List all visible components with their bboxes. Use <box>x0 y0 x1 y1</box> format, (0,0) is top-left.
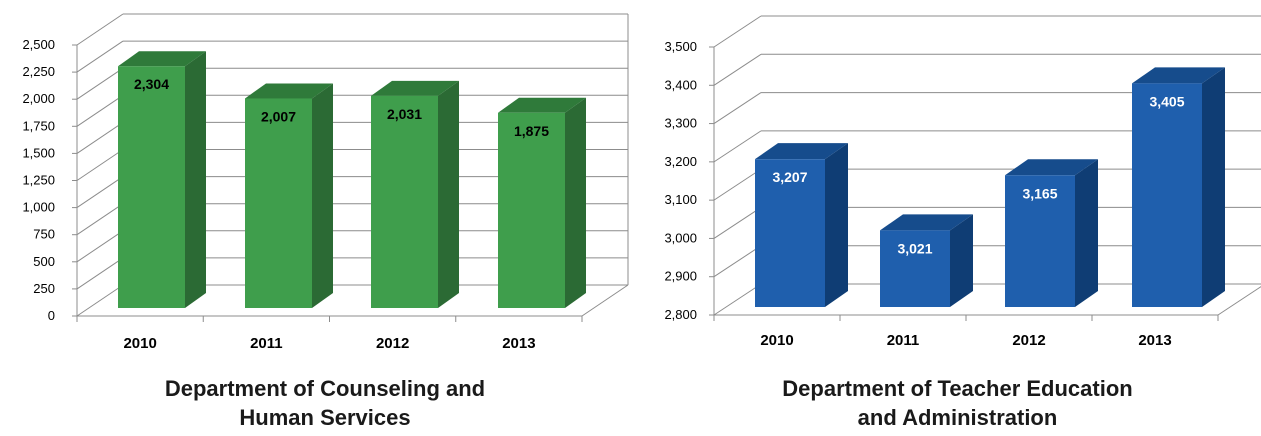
floor-edge <box>1217 286 1261 316</box>
gridline-side <box>713 283 762 316</box>
data-label-2012: 3,165 <box>1022 185 1057 201</box>
bar-side-2011 <box>950 214 973 307</box>
y-tick-label: 3,000 <box>664 230 697 245</box>
chart-title-teacher-education: Department of Teacher Education and Admi… <box>782 376 1133 430</box>
bar-side-2012 <box>438 80 459 308</box>
bar-top-2013 <box>498 97 586 113</box>
bar-2011 <box>245 98 312 309</box>
x-tick-label-2013: 2013 <box>1138 332 1171 349</box>
gridline-side <box>713 15 762 48</box>
y-tick-label: 750 <box>33 227 55 242</box>
bar-side-2011 <box>312 83 333 309</box>
chart-teacher-education: 2,800 2,900 3,000 3,100 3,200 3,300 3,400 3,500… <box>664 15 1261 349</box>
bar-2013 <box>1132 83 1202 307</box>
bar-2011 <box>880 230 950 307</box>
bar-side-2012 <box>1075 159 1098 307</box>
y-tick-label: 0 <box>48 308 55 323</box>
bar-top-2010 <box>755 143 848 160</box>
gridline-side <box>76 203 124 236</box>
gridline-side <box>76 40 124 73</box>
y-tick-label: 1,250 <box>22 173 55 188</box>
gridline-side <box>713 130 762 163</box>
data-label-2013: 1,875 <box>514 123 549 139</box>
y-tick-label: 250 <box>33 281 55 296</box>
gridline-side <box>76 94 124 127</box>
bar-2013 <box>498 112 565 308</box>
x-tick-label-2013: 2013 <box>502 335 535 352</box>
data-label-2010: 3,207 <box>772 169 807 185</box>
bar-side-2013 <box>565 97 586 308</box>
bar-2012 <box>371 95 438 308</box>
gridline-side <box>713 245 762 278</box>
gridline-side <box>713 92 762 124</box>
bar-top-2011 <box>245 83 333 99</box>
data-label-2013: 3,405 <box>1149 93 1184 109</box>
data-label-2011: 2,007 <box>261 108 296 124</box>
gridline-side <box>76 284 124 317</box>
bar-top-2010 <box>118 51 206 67</box>
bar-top-2011 <box>880 214 973 231</box>
x-tick-label-2010: 2010 <box>123 335 156 352</box>
gridline-side <box>76 67 124 100</box>
y-tick-label: 3,100 <box>664 192 697 207</box>
y-tick-label: 2,000 <box>22 91 55 106</box>
gridline-side <box>76 121 124 154</box>
gridline-side <box>76 176 124 209</box>
bar-side-2010 <box>825 143 848 307</box>
y-tick-label: 500 <box>33 254 55 269</box>
bar-top-2012 <box>1005 159 1098 176</box>
gridline-side <box>713 168 762 201</box>
y-tick-label: 1,500 <box>22 145 55 160</box>
chart-counseling: 0 250 500 750 1,000 1,250 1,500 1,750 2,000 2,250… <box>22 13 629 352</box>
y-tick-label: 1,750 <box>22 118 55 133</box>
data-label-2012: 2,031 <box>387 106 422 122</box>
x-tick-label-2012: 2012 <box>376 335 409 352</box>
gridline-side <box>76 230 124 263</box>
bar-2010 <box>755 159 825 307</box>
x-tick-label-2011: 2011 <box>250 335 283 352</box>
y-tick-label: 2,800 <box>664 307 697 322</box>
x-tick-label-2011: 2011 <box>887 332 920 349</box>
bar-top-2013 <box>1132 67 1225 84</box>
y-tick-label: 1,000 <box>22 200 55 215</box>
y-tick-label: 3,300 <box>664 116 697 131</box>
y-tick-label: 2,500 <box>22 37 55 52</box>
floor-edge <box>581 284 629 317</box>
gridline-side <box>76 13 124 46</box>
bar-side-2010 <box>185 51 206 308</box>
y-tick-label: 2,900 <box>664 269 697 284</box>
chart-panel-counseling: 0 250 500 750 1,000 1,250 1,500 1,750 2,000 2,250… <box>22 13 629 430</box>
y-tick-label: 2,250 <box>22 64 55 79</box>
chart-panel-teacher-education: 2,800 2,900 3,000 3,100 3,200 3,300 3,400 3,500… <box>630 0 1261 436</box>
bar-2012 <box>1005 175 1075 307</box>
chart-title-counseling: Department of Counseling and Human Servi… <box>164 376 486 430</box>
y-tick-label: 3,500 <box>664 39 697 54</box>
y-tick-label: 3,200 <box>664 154 697 169</box>
data-label-2011: 3,021 <box>897 240 932 256</box>
y-tick-label: 3,400 <box>664 77 697 92</box>
gridline-side <box>76 149 124 181</box>
bar-side-2013 <box>1202 67 1225 307</box>
x-tick-label-2012: 2012 <box>1012 332 1045 349</box>
gridline-side <box>713 53 762 86</box>
x-tick-label-2010: 2010 <box>760 332 793 349</box>
bar-top-2012 <box>371 80 459 96</box>
bar-2010 <box>118 66 185 308</box>
gridline-side <box>713 207 762 239</box>
data-label-2010: 2,304 <box>134 76 169 92</box>
gridline-side <box>76 257 124 290</box>
